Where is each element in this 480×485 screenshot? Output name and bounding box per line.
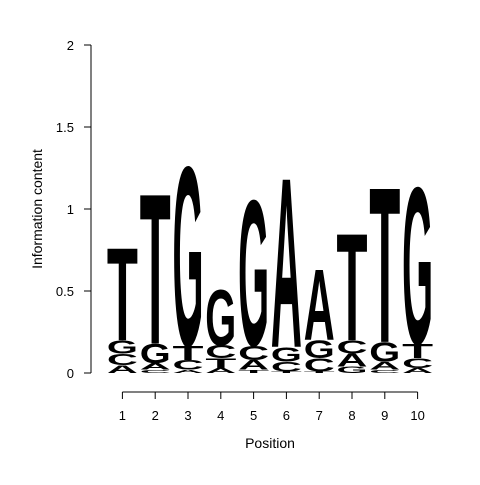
logo-letter-G-pos2: G bbox=[140, 339, 171, 370]
x-tick-label: 6 bbox=[283, 408, 290, 423]
x-axis-label: Position bbox=[245, 435, 295, 451]
y-axis-label: Information content bbox=[29, 149, 45, 269]
x-tick-label: 4 bbox=[217, 408, 224, 423]
logo-letter-A-pos2: A bbox=[140, 361, 171, 371]
logo-letter-A-pos5: A bbox=[238, 357, 269, 373]
logo-letter-C-pos7: C bbox=[304, 355, 335, 376]
logo-letter-A-pos1: A bbox=[107, 363, 138, 376]
y-tick-label: 1.5 bbox=[56, 120, 74, 135]
logo-letter-T-pos9: T bbox=[369, 142, 400, 390]
logo-letter-T-pos3: T bbox=[173, 342, 204, 365]
x-tick-label: 3 bbox=[184, 408, 191, 423]
logo-letter-G-pos5: G bbox=[238, 156, 269, 389]
logo-letter-G-pos10: G bbox=[402, 142, 433, 393]
logo-letter-C-pos9: C bbox=[369, 369, 400, 374]
y-tick-label: 0.5 bbox=[56, 284, 74, 299]
logo-letter-A-pos3: A bbox=[172, 369, 203, 374]
logo-letter-C-pos3: C bbox=[173, 357, 204, 373]
logo-letter-G-pos4: G bbox=[205, 274, 236, 363]
y-tick-label: 2 bbox=[67, 38, 74, 53]
x-tick-label: 9 bbox=[381, 408, 388, 423]
x-tick-label: 2 bbox=[152, 408, 159, 423]
logo-letter-A-pos7: A bbox=[304, 250, 335, 362]
logo-letter-A-pos10: A bbox=[402, 367, 433, 375]
logo-letter-G-pos7: G bbox=[304, 336, 335, 364]
logo-letter-C-pos5: C bbox=[238, 342, 269, 365]
logo-letter-T-pos8: T bbox=[337, 203, 368, 374]
logo-letter-T-pos2: T bbox=[140, 149, 171, 390]
logo-letter-A-pos6: A bbox=[271, 127, 302, 399]
y-tick-label: 1 bbox=[67, 202, 74, 217]
logo-letter-C-pos6: C bbox=[271, 359, 302, 375]
logo-letter-G-pos3: G bbox=[173, 113, 204, 399]
logo-letter-A-pos9: A bbox=[369, 360, 400, 373]
logo-letter-A-pos4: A bbox=[205, 367, 236, 375]
logo-letter-C-pos1: C bbox=[107, 350, 138, 368]
logo-letter-T-pos7: T bbox=[304, 371, 335, 374]
logo-letter-G-pos6: G bbox=[271, 343, 302, 366]
logo-letter-T-pos4: T bbox=[205, 356, 236, 372]
logo-letter-C-pos8: C bbox=[336, 337, 367, 358]
x-tick-label: 5 bbox=[250, 408, 257, 423]
logo-letter-G-pos8: G bbox=[337, 365, 368, 375]
logo-letter-T-pos6: T bbox=[271, 371, 302, 374]
x-tick-label: 10 bbox=[410, 408, 424, 423]
logo-letter-C-pos10: C bbox=[402, 356, 433, 372]
logo-letter-A-pos8: A bbox=[336, 350, 367, 371]
x-axis: 1 2 3 4 5 6 7 8 9 10 bbox=[119, 391, 425, 423]
logo-letter-T-pos1: T bbox=[107, 221, 138, 369]
x-tick-label: 7 bbox=[316, 408, 323, 423]
logo-letter-C-pos4: C bbox=[205, 342, 236, 363]
x-tick-label: 1 bbox=[119, 408, 126, 423]
y-axis: 0 0.5 1 1.5 2 bbox=[56, 38, 92, 381]
y-tick-label: 0 bbox=[67, 366, 74, 381]
logo-letter-T-pos10: T bbox=[402, 340, 433, 363]
logo-letter-T-pos5: T bbox=[238, 369, 269, 374]
logo-letter-G-pos9: G bbox=[369, 337, 400, 368]
logo-letter-G-pos1: G bbox=[107, 337, 138, 358]
x-tick-label: 8 bbox=[348, 408, 355, 423]
logo-letter-C-pos2: C bbox=[140, 369, 171, 374]
